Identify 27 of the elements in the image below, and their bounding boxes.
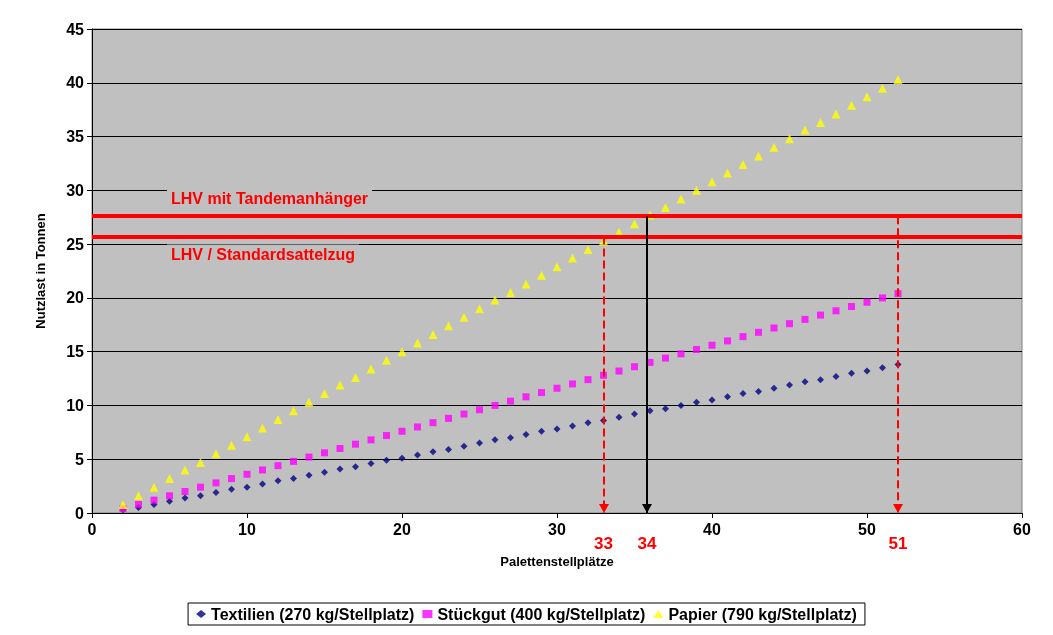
legend-label: Stückgut (400 kg/Stellplatz) — [437, 605, 646, 623]
text: 34 — [637, 534, 657, 553]
y-tick-label: 35 — [66, 128, 85, 146]
y-tick-label: 30 — [66, 181, 85, 199]
y-tick-label: 5 — [75, 450, 85, 468]
x-tick-label: 10 — [238, 520, 256, 538]
legend-label: Papier (790 kg/Stellplatz) — [668, 605, 857, 623]
y-tick-label: 0 — [75, 504, 85, 522]
y-tick-label: 25 — [66, 235, 85, 253]
x-tick-label: 60 — [1013, 520, 1031, 538]
y-tick-label: 15 — [66, 343, 85, 361]
text: 51 — [888, 534, 908, 553]
ref-line-label: LHV mit Tandemanhänger — [171, 189, 369, 207]
x-tick-label: 20 — [393, 520, 411, 538]
x-axis-title: Palettenstellplätze — [500, 554, 614, 569]
y-tick-label: 10 — [66, 396, 85, 414]
x-tick-label: 40 — [703, 520, 721, 538]
ref-line-label: LHV / Standardsattelzug — [171, 246, 356, 264]
y-tick-label: 20 — [66, 289, 85, 307]
y-tick-label: 40 — [66, 74, 85, 92]
x-tick-label: 0 — [87, 520, 97, 538]
y-tick-label: 45 — [66, 20, 85, 38]
x-tick-label: 50 — [858, 520, 876, 538]
y-axis-title: Nutzlast in Tonnen — [33, 213, 48, 329]
legend-label: Textilien (270 kg/Stellplatz) — [211, 605, 415, 623]
x-tick-label: 30 — [548, 520, 566, 538]
text: 33 — [594, 534, 613, 553]
